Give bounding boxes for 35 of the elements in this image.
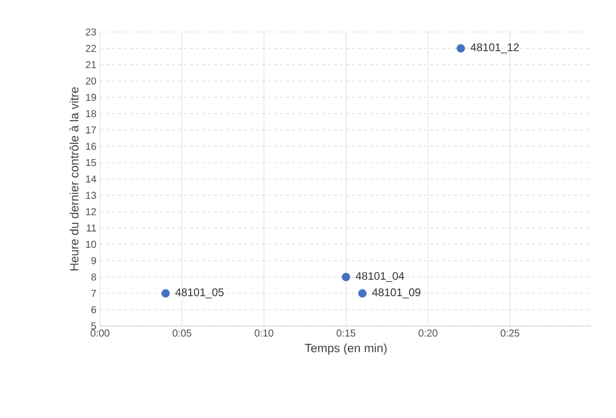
annotation: 48101_04 <box>356 272 404 282</box>
y-tick-label: 20 <box>86 77 96 85</box>
y-tick-label: 21 <box>86 61 96 68</box>
y-tick-label: 11 <box>86 224 96 232</box>
annotation: 48101_12 <box>470 43 519 54</box>
annotation: 48101_09 <box>372 288 420 298</box>
y-tick-label: 10 <box>86 240 96 248</box>
x-tick-label: 0:10 <box>254 330 274 337</box>
y-tick-label: 6 <box>91 306 96 314</box>
point <box>456 44 465 53</box>
y-tick-label: 17 <box>86 126 96 134</box>
x-tick-label: 0:00 <box>90 330 110 337</box>
annotation: 48101_05 <box>175 288 224 298</box>
x-tick-label: 0:15 <box>336 330 356 337</box>
y-tick-label: 23 <box>86 28 96 36</box>
y-tick-label: 9 <box>91 257 96 264</box>
x-tick-label: 0:20 <box>418 330 438 337</box>
y-tick-label: 14 <box>86 176 96 182</box>
x-tick-label: 0:05 <box>172 330 192 337</box>
y-axis-title: Heure du dernier contrôle à la vitre <box>70 87 78 270</box>
y-tick-label: 18 <box>86 110 96 118</box>
point <box>342 272 350 282</box>
y-tick-label: 22 <box>86 44 96 52</box>
y-tick-label: 5 <box>91 322 96 330</box>
y-tick-label: 19 <box>86 94 96 101</box>
y-tick-label: 7 <box>91 290 96 297</box>
y-tick-label: 8 <box>91 273 96 281</box>
y-tick-label: 16 <box>86 142 96 150</box>
x-axis-title: Temps (en min) <box>304 343 387 355</box>
y-tick-label: 15 <box>86 159 96 166</box>
point <box>161 289 170 298</box>
y-tick-label: 13 <box>86 192 96 199</box>
x-tick-label: 0:25 <box>500 330 520 337</box>
y-tick-label: 12 <box>86 208 96 216</box>
point <box>358 289 367 298</box>
